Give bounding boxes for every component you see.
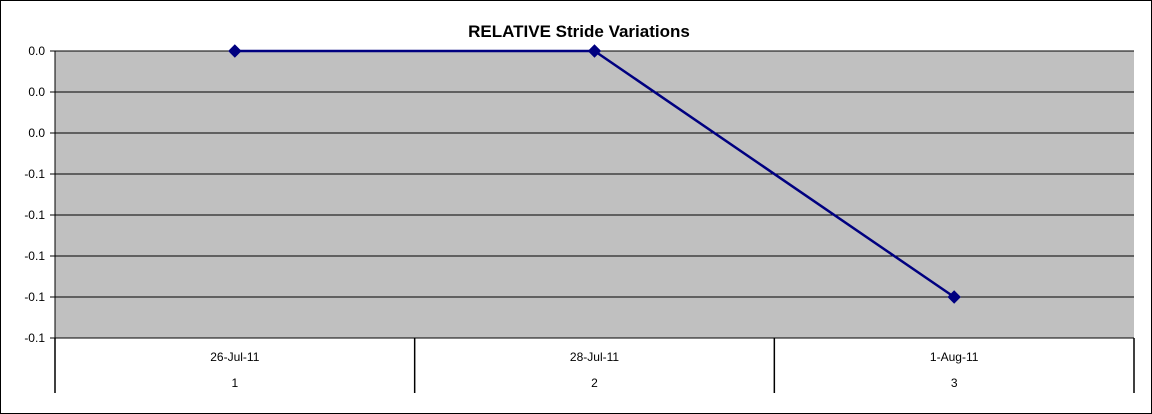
plot-area <box>55 51 1134 338</box>
chart-title: RELATIVE Stride Variations <box>468 22 690 41</box>
y-tick-label: -0.1 <box>24 167 45 181</box>
data-point-marker <box>228 44 242 58</box>
x-tick-label-date: 28-Jul-11 <box>570 350 619 364</box>
y-tick-label: -0.1 <box>24 208 45 222</box>
y-tick-label: 0.0 <box>28 126 45 140</box>
x-tick-label-date: 26-Jul-11 <box>210 350 259 364</box>
y-tick-label: -0.1 <box>24 290 45 304</box>
y-tick-label: -0.1 <box>24 249 45 263</box>
x-tick-label-index: 2 <box>591 376 598 390</box>
data-point-marker <box>947 290 961 304</box>
y-tick-label: 0.0 <box>28 44 45 58</box>
data-point-marker <box>587 44 602 58</box>
x-tick-label-date: 1-Aug-11 <box>930 350 979 364</box>
y-tick-label: -0.1 <box>24 331 45 345</box>
y-tick-label: 0.0 <box>28 85 45 99</box>
x-tick-label-index: 1 <box>231 376 238 390</box>
x-tick-label-index: 3 <box>951 376 958 390</box>
